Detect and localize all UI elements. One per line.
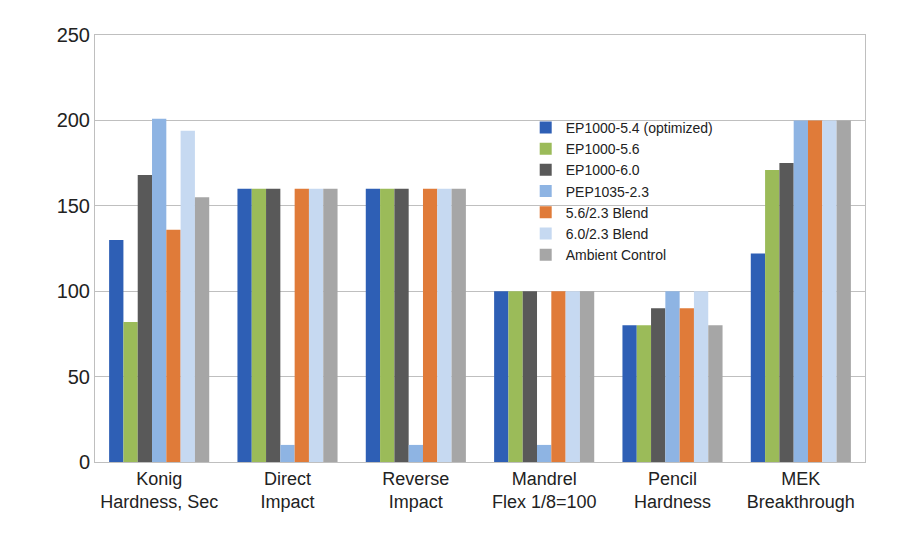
svg-text:ReverseImpact: ReverseImpact — [382, 469, 449, 512]
svg-text:KonigHardness, Sec: KonigHardness, Sec — [100, 469, 218, 512]
svg-text:6.0/2.3 Blend: 6.0/2.3 Blend — [566, 226, 649, 242]
svg-text:EP1000-5.6: EP1000-5.6 — [566, 141, 640, 157]
svg-text:MandrelFlex 1/8=100: MandrelFlex 1/8=100 — [492, 469, 597, 512]
svg-text:150: 150 — [57, 195, 90, 217]
svg-text:50: 50 — [68, 366, 90, 388]
svg-text:DirectImpact: DirectImpact — [260, 469, 314, 512]
svg-text:Ambient Control: Ambient Control — [566, 247, 666, 263]
svg-text:200: 200 — [57, 109, 90, 131]
svg-text:EP1000-5.4 (optimized): EP1000-5.4 (optimized) — [566, 120, 713, 136]
svg-text:0: 0 — [79, 451, 90, 473]
svg-text:5.6/2.3 Blend: 5.6/2.3 Blend — [566, 205, 649, 221]
svg-text:250: 250 — [57, 24, 90, 46]
svg-text:MEKBreakthrough: MEKBreakthrough — [747, 469, 855, 512]
svg-text:100: 100 — [57, 280, 90, 302]
svg-text:PencilHardness: PencilHardness — [634, 469, 711, 512]
svg-text:PEP1035-2.3: PEP1035-2.3 — [566, 184, 649, 200]
svg-text:EP1000-6.0: EP1000-6.0 — [566, 162, 640, 178]
